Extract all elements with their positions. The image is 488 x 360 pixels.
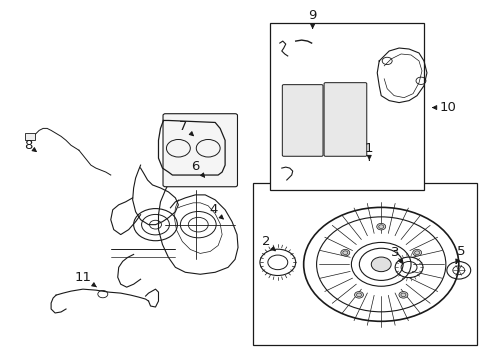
Ellipse shape xyxy=(337,103,353,138)
Text: 10: 10 xyxy=(432,101,455,114)
Text: 11: 11 xyxy=(74,271,96,287)
Circle shape xyxy=(412,249,421,256)
Circle shape xyxy=(354,292,363,298)
Bar xyxy=(252,183,476,345)
Text: 5: 5 xyxy=(455,245,464,264)
Text: 6: 6 xyxy=(191,159,204,177)
Ellipse shape xyxy=(294,103,310,138)
Text: 1: 1 xyxy=(364,142,373,160)
Text: 2: 2 xyxy=(261,235,275,251)
Text: 3: 3 xyxy=(390,246,402,264)
Bar xyxy=(269,23,423,190)
Text: 7: 7 xyxy=(179,120,193,136)
Circle shape xyxy=(340,249,349,256)
FancyBboxPatch shape xyxy=(163,114,237,187)
FancyBboxPatch shape xyxy=(282,85,323,156)
FancyBboxPatch shape xyxy=(324,83,366,156)
Text: 9: 9 xyxy=(308,9,316,28)
Text: 4: 4 xyxy=(208,203,223,219)
Circle shape xyxy=(376,223,385,230)
Circle shape xyxy=(370,257,390,272)
Bar xyxy=(25,133,35,140)
Text: 8: 8 xyxy=(24,139,36,152)
Circle shape xyxy=(398,292,407,298)
